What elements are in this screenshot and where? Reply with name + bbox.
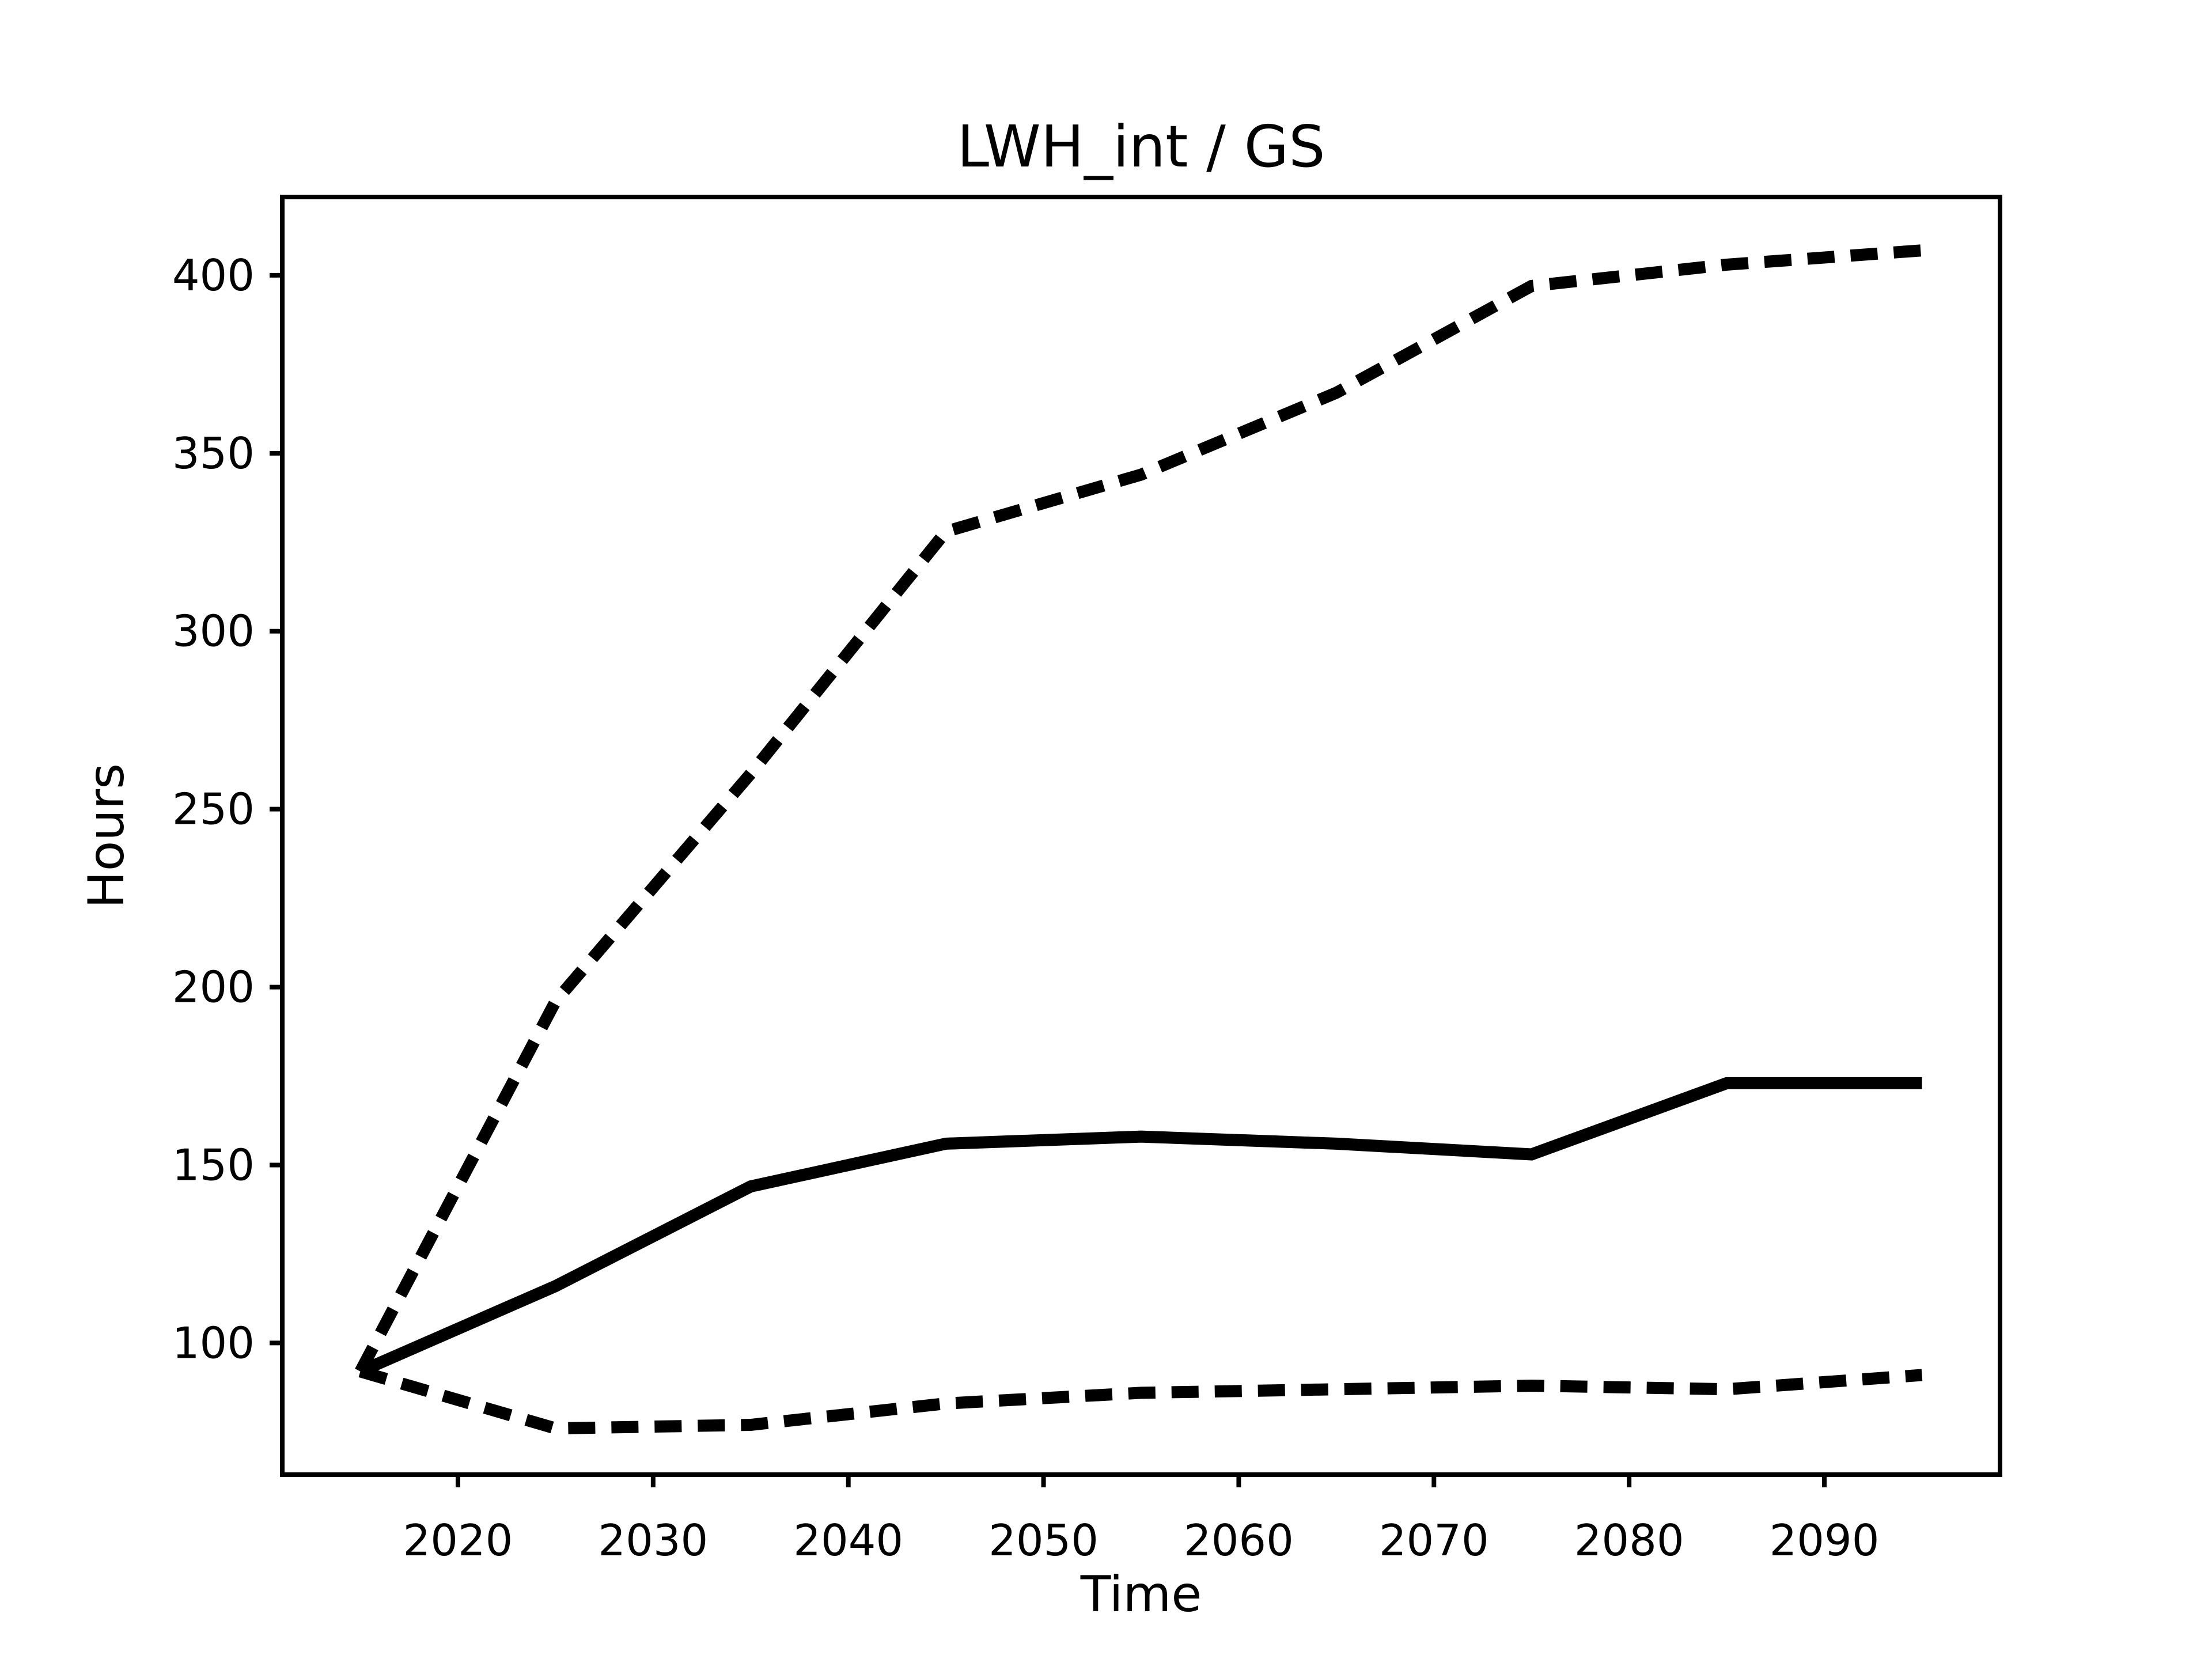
x-tick-label: 2040 — [793, 1515, 903, 1566]
y-tick-label: 150 — [172, 1139, 255, 1190]
x-tick-label: 2020 — [403, 1515, 513, 1566]
x-tick-label: 2060 — [1184, 1515, 1294, 1566]
y-tick-label: 350 — [172, 428, 255, 479]
x-tick-label: 2090 — [1770, 1515, 1880, 1566]
y-tick-label: 200 — [172, 962, 255, 1013]
x-tick-label: 2050 — [988, 1515, 1099, 1566]
y-tick-label: 100 — [172, 1317, 255, 1368]
series-line-upper_bound — [355, 244, 1923, 1374]
chart-title: LWH_int / GS — [957, 113, 1325, 180]
x-axis-label: Time — [1080, 1566, 1202, 1623]
series-line-lower_bound — [358, 1365, 1923, 1435]
y-tick-label: 400 — [172, 250, 255, 301]
x-tick-label: 2070 — [1379, 1515, 1489, 1566]
y-tick-label: 250 — [172, 784, 255, 835]
plot-border — [280, 195, 2002, 1477]
series-line-central_estimate — [358, 1077, 1922, 1377]
y-tick-label: 300 — [172, 606, 255, 657]
x-tick-label: 2030 — [598, 1515, 708, 1566]
x-tick-label: 2080 — [1574, 1515, 1684, 1566]
